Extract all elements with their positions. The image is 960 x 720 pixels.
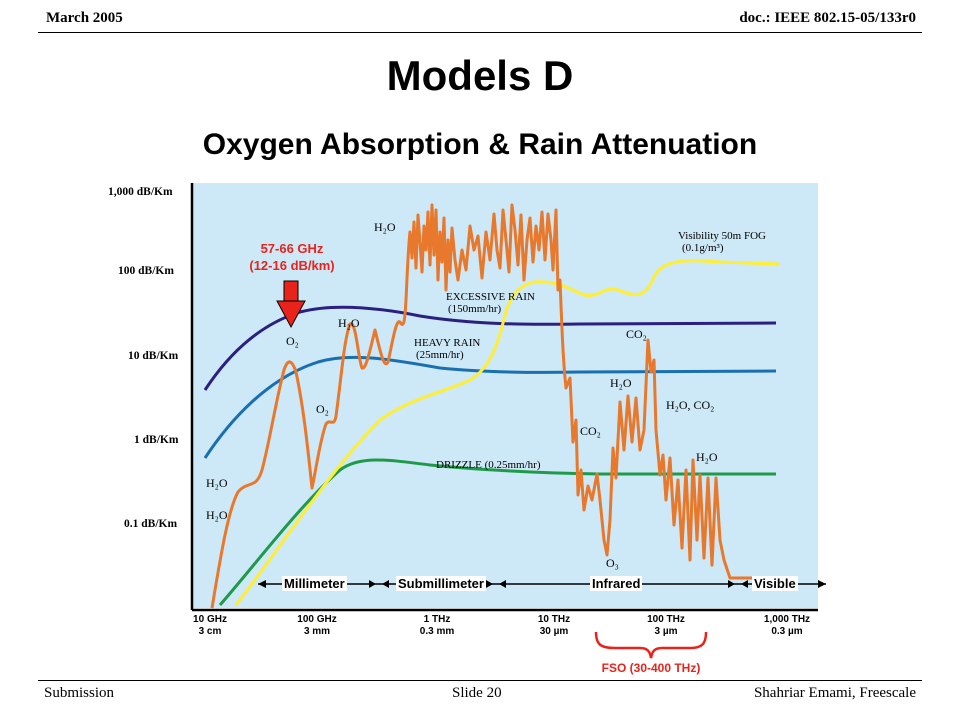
x-tick-label: 10 THz 30 µm <box>537 614 571 637</box>
footer-rule <box>38 680 922 681</box>
series-heavy-rain <box>203 355 777 459</box>
absorption-label: H₂O <box>696 450 718 464</box>
band-divider-3 <box>486 580 493 588</box>
drizzle-label: DRIZZLE (0.25mm/hr) <box>436 459 541 471</box>
fso-callout: FSO (30-400 THz) <box>601 661 701 675</box>
band-submillimeter: Submillimeter <box>396 576 486 591</box>
series-absorption <box>210 203 779 609</box>
absorption-label: H₂O, CO₂ <box>666 398 715 412</box>
footer-slide-number: Slide 20 <box>452 685 502 701</box>
absorption-label: CO₂ <box>580 424 601 438</box>
y-tick-label: 1,000 dB/Km <box>108 186 173 198</box>
absorption-label: H₂O <box>374 220 396 234</box>
oxygen-callout: 57-66 GHz (12-16 dB/km) <box>249 241 335 273</box>
x-tick-label: 1,000 THz 0.3 µm <box>763 614 811 637</box>
band-divider-2 <box>382 580 389 588</box>
series-excessive-rain <box>203 305 777 391</box>
absorption-label: O₂ <box>286 334 299 348</box>
y-tick-label: 10 dB/Km <box>128 350 179 362</box>
series-fog <box>234 259 780 606</box>
absorption-label: H₂O <box>610 376 632 390</box>
band-divider-4 <box>499 580 506 588</box>
absorption-label: O₂ <box>316 402 329 416</box>
y-tick-label: 100 dB/Km <box>118 265 174 277</box>
footer-submission: Submission <box>44 685 115 701</box>
absorption-label: CO₂ <box>626 327 647 341</box>
heavy-rain-label: HEAVY RAIN (25mm/hr) <box>414 337 481 361</box>
excessive-rain-label: EXCESSIVE RAIN (150mm/hr) <box>446 291 535 315</box>
footer-author: Shahriar Emami, Freescale <box>753 685 916 701</box>
fog-label: Visibility 50m FOG (0.1g/m³) <box>678 230 766 254</box>
x-tick-label: 100 GHz 3 mm <box>297 614 337 637</box>
y-tick-label: 0.1 dB/Km <box>124 518 178 530</box>
series-drizzle <box>218 458 776 606</box>
header-date: March 2005 <box>46 10 123 26</box>
absorption-label: H₂O <box>206 508 228 522</box>
x-tick-label: 100 THz 3 µm <box>647 614 685 637</box>
arrow-head <box>276 300 306 329</box>
slide-title: Models D <box>386 52 574 99</box>
absorption-label: O₃ <box>606 556 619 570</box>
x-tick-label: 10 GHz 3 cm <box>193 614 227 637</box>
band-divider-5 <box>728 580 735 588</box>
x-tick-label: 1 THz 0.3 mm <box>419 614 455 637</box>
y-tick-label: 1 dB/Km <box>134 434 179 446</box>
band-visible: Visible <box>752 576 798 591</box>
band-arrow-left <box>258 580 266 588</box>
band-arrow-right <box>818 580 826 588</box>
fso-brace <box>594 631 708 659</box>
band-divider-1 <box>369 580 376 588</box>
band-infrared: Infrared <box>590 576 643 591</box>
slide-subtitle: Oxygen Absorption & Rain Attenuation <box>202 128 758 161</box>
absorption-label: H₂O <box>206 476 228 490</box>
band-divider-6 <box>741 580 748 588</box>
absorption-label: H₂O <box>338 316 360 330</box>
header-doc-id: doc.: IEEE 802.15-05/133r0 <box>739 10 916 26</box>
header-rule <box>38 32 922 33</box>
band-millimeter: Millimeter <box>282 576 347 591</box>
arrow-shaft <box>283 280 299 302</box>
